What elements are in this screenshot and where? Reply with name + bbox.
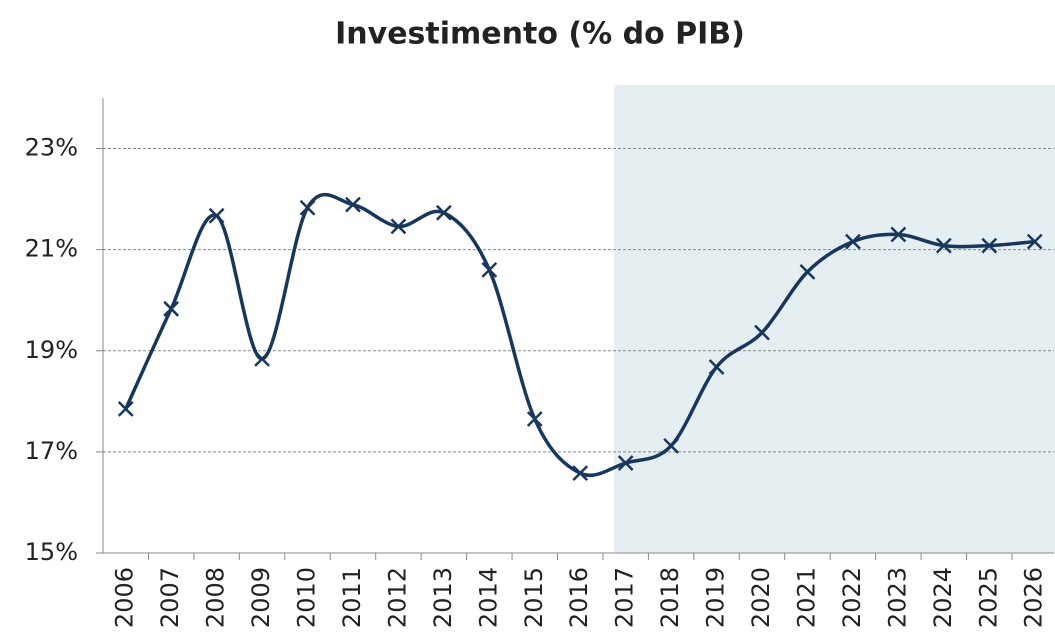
point-marker xyxy=(754,324,770,341)
point-marker xyxy=(163,300,180,317)
forecast-shade xyxy=(614,85,1055,553)
x-tick-label: 2024 xyxy=(929,567,957,628)
x-tick-label: 2025 xyxy=(974,567,1002,628)
y-tick-label: 17% xyxy=(25,437,78,465)
point-marker xyxy=(890,226,907,243)
x-tick-label: 2021 xyxy=(792,567,820,628)
x-tick-label: 2015 xyxy=(520,567,548,628)
chart-title: Investimento (% do PIB) xyxy=(335,17,745,52)
x-tick-label: 2008 xyxy=(202,567,230,628)
y-tick-label: 19% xyxy=(25,336,78,364)
point-marker xyxy=(299,199,316,216)
point-marker xyxy=(481,262,498,278)
point-marker xyxy=(1026,233,1043,250)
x-tick-label: 2019 xyxy=(702,567,730,628)
point-marker xyxy=(435,204,452,221)
x-tick-label: 2012 xyxy=(383,567,411,628)
point-marker xyxy=(208,207,225,224)
x-tick-label: 2022 xyxy=(838,567,866,628)
point-marker xyxy=(526,411,543,427)
x-tick-label: 2016 xyxy=(565,567,593,628)
point-marker xyxy=(254,350,270,367)
point-marker xyxy=(617,455,634,471)
x-tick-label: 2023 xyxy=(883,567,911,628)
x-tick-label: 2013 xyxy=(429,567,457,628)
point-marker xyxy=(708,359,725,375)
x-tick-label: 2009 xyxy=(247,567,275,628)
x-tick-label: 2011 xyxy=(338,567,366,628)
point-marker xyxy=(572,465,589,482)
y-tick-label: 21% xyxy=(25,235,78,263)
point-marker xyxy=(390,218,407,235)
x-tick-label: 2017 xyxy=(611,567,639,628)
x-tick-label: 2020 xyxy=(747,567,775,628)
y-tick-label: 23% xyxy=(25,134,78,162)
point-marker xyxy=(799,264,816,280)
point-marker xyxy=(935,237,952,254)
point-marker xyxy=(663,437,680,454)
point-marker xyxy=(117,401,134,417)
y-tick-label: 15% xyxy=(25,538,78,566)
x-tick-label: 2026 xyxy=(1020,567,1048,628)
point-marker xyxy=(981,237,998,254)
x-tick-label: 2014 xyxy=(474,567,502,628)
x-tick-label: 2018 xyxy=(656,567,684,628)
point-marker xyxy=(845,233,861,250)
x-tick-label: 2006 xyxy=(111,567,139,628)
x-tick-label: 2010 xyxy=(293,567,321,628)
point-marker xyxy=(345,196,361,213)
x-tick-label: 2007 xyxy=(156,567,184,628)
